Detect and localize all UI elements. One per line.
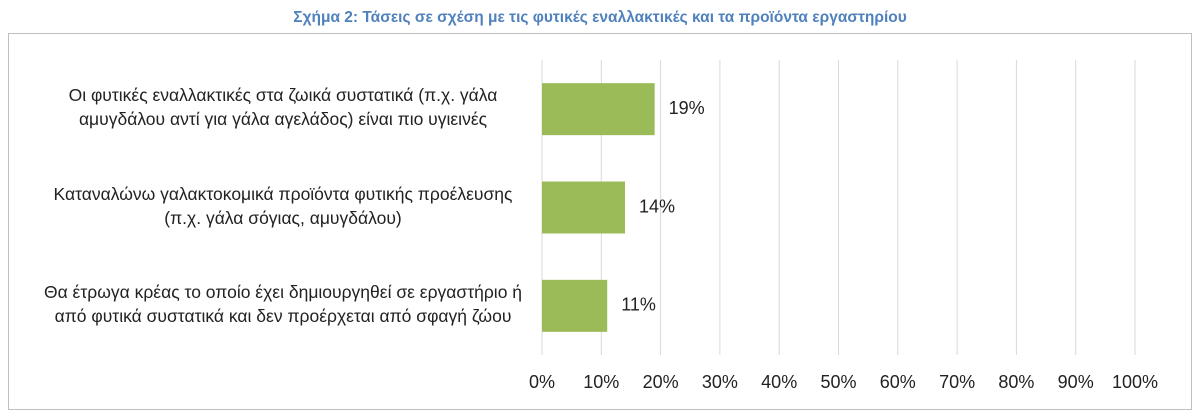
- x-tick-label: 90%: [1058, 372, 1094, 392]
- x-tick-label: 20%: [643, 372, 679, 392]
- bar: [542, 181, 626, 234]
- data-label: 11%: [621, 295, 656, 315]
- chart-border: [8, 33, 1192, 410]
- data-label: 19%: [669, 98, 705, 118]
- x-tick-label: 0%: [529, 372, 555, 392]
- x-tick-label: 40%: [761, 372, 797, 392]
- chart-title: Σχήμα 2: Τάσεις σε σχέση με τις φυτικές …: [293, 9, 906, 26]
- category-label: Θα έτρωγα κρέας το οποίο έχει δημιουργηθ…: [43, 281, 523, 326]
- bar: [542, 279, 608, 332]
- category-label: Οι φυτικές εναλλακτικές στα ζωικά συστατ…: [68, 85, 498, 130]
- x-tick-label: 60%: [880, 372, 916, 392]
- x-tick-label: 70%: [939, 372, 975, 392]
- bar: [542, 83, 655, 136]
- x-tick-label: 80%: [998, 372, 1034, 392]
- x-tick-label: 100%: [1112, 372, 1158, 392]
- x-tick-label: 50%: [820, 372, 856, 392]
- x-tick-label: 10%: [583, 372, 619, 392]
- data-label: 14%: [639, 196, 675, 216]
- category-label: Καταναλώνω γαλακτοκομικά προϊόντα φυτική…: [53, 183, 513, 228]
- x-tick-label: 30%: [702, 372, 738, 392]
